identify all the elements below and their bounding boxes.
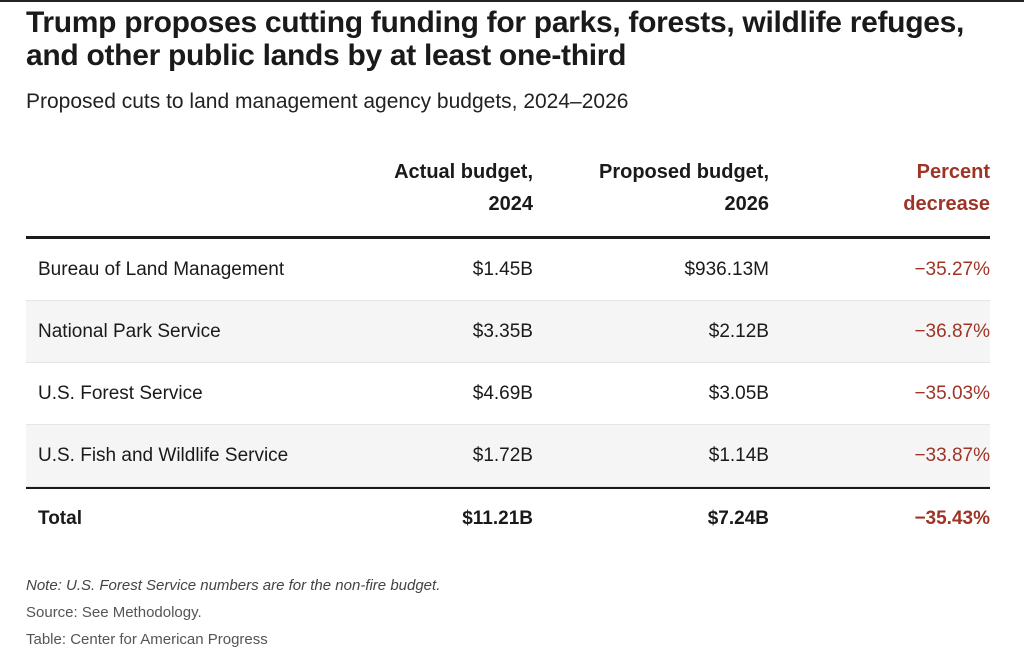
cell-proposed: $1.14B bbox=[708, 444, 769, 466]
cell-agency: Bureau of Land Management bbox=[38, 258, 285, 280]
cell-percent: −35.27% bbox=[914, 258, 990, 280]
top-border bbox=[0, 0, 1024, 2]
cell-percent: −35.43% bbox=[914, 508, 990, 529]
cell-proposed: $7.24B bbox=[707, 508, 769, 529]
cell-actual: $1.45B bbox=[472, 258, 533, 280]
budget-table: Actual budget, 2024 Proposed budget, 202… bbox=[26, 156, 990, 549]
table-header: Actual budget, 2024 Proposed budget, 202… bbox=[26, 156, 990, 239]
header-percent-decrease: Percent decrease bbox=[903, 161, 990, 215]
credit-text: Table: Center for American Progress bbox=[26, 631, 268, 648]
cell-agency: U.S. Forest Service bbox=[38, 382, 203, 404]
cell-percent: −36.87% bbox=[914, 320, 990, 342]
cell-agency: U.S. Fish and Wildlife Service bbox=[38, 444, 289, 466]
note-text: Note: U.S. Forest Service numbers are fo… bbox=[26, 577, 441, 594]
cell-actual: $3.35B bbox=[472, 320, 533, 342]
table-row: Bureau of Land Management $1.45B $936.13M −… bbox=[26, 239, 990, 301]
header-agency bbox=[26, 156, 318, 236]
cell-proposed: $2.12B bbox=[708, 320, 769, 342]
cell-percent: −35.03% bbox=[914, 382, 990, 404]
footnotes: Note: U.S. Forest Service numbers are fo… bbox=[26, 576, 440, 657]
source-text: Source: See Methodology. bbox=[26, 604, 202, 621]
cell-proposed: $3.05B bbox=[708, 382, 769, 404]
cell-actual: $11.21B bbox=[462, 508, 533, 529]
cell-percent: −33.87% bbox=[914, 444, 990, 466]
table-row-total: Total $11.21B $7.24B −35.43% bbox=[26, 487, 990, 549]
table-row: U.S. Fish and Wildlife Service $1.72B $1.1… bbox=[26, 425, 990, 487]
header-proposed-2026: Proposed budget, 2026 bbox=[599, 161, 769, 215]
cell-proposed: $936.13M bbox=[684, 258, 769, 280]
chart-title: Trump proposes cutting funding for parks… bbox=[26, 6, 965, 72]
cell-actual: $1.72B bbox=[472, 444, 533, 466]
header-actual-2024: Actual budget, 2024 bbox=[394, 161, 533, 215]
table-row: U.S. Forest Service $4.69B $3.05B −35.03% bbox=[26, 363, 990, 425]
cell-agency: National Park Service bbox=[38, 320, 221, 342]
table-row: National Park Service $3.35B $2.12B −36.87% bbox=[26, 301, 990, 363]
cell-agency: Total bbox=[38, 508, 82, 529]
cell-actual: $4.69B bbox=[472, 382, 533, 404]
chart-subtitle: Proposed cuts to land management agency … bbox=[26, 90, 629, 113]
